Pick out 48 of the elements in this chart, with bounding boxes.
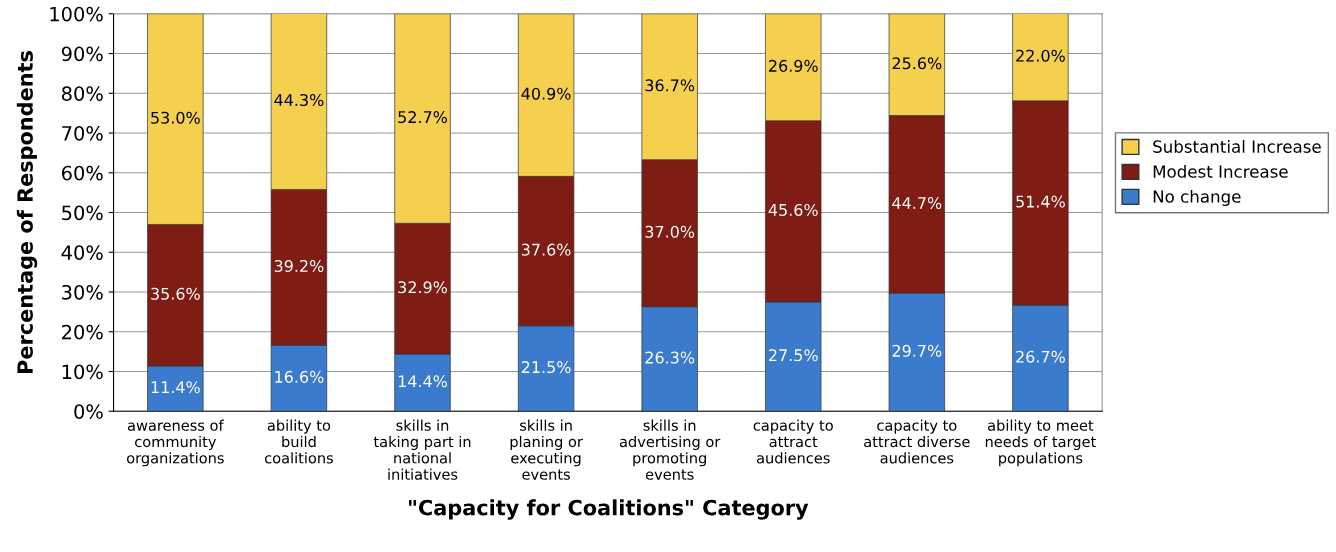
data-label: 14.4% — [398, 375, 447, 388]
x-tick-label: awareness of community organizations — [127, 419, 224, 467]
data-label: 21.5% — [521, 361, 571, 374]
data-label: 27.5% — [769, 349, 818, 362]
data-label: 37.6% — [521, 243, 571, 256]
y-tick-label: 90% — [61, 46, 103, 62]
data-label: 26.9% — [769, 59, 818, 72]
data-label: 40.9% — [521, 87, 571, 100]
legend-label: Modest Increase — [1153, 164, 1288, 178]
y-axis-title: Percentage of Respondents — [16, 51, 38, 373]
legend-label: No change — [1153, 189, 1241, 207]
data-label: 51.4% — [1016, 195, 1065, 208]
x-tick-label: ability to build coalitions — [264, 419, 333, 464]
data-label: 52.7% — [398, 111, 447, 124]
y-tick-label: 40% — [61, 245, 103, 260]
y-tick-label: 20% — [62, 324, 103, 340]
data-label: 37.0% — [645, 225, 695, 238]
data-label: 16.6% — [275, 370, 324, 383]
x-tick-label: skills in taking part in national initiatives — [373, 419, 471, 480]
data-label: 29.7% — [892, 344, 942, 357]
data-label: 45.6% — [768, 203, 818, 216]
y-tick-label: 50% — [62, 205, 103, 221]
data-label: 35.6% — [151, 287, 200, 300]
y-tick-label: 80% — [61, 86, 103, 101]
y-tick-label: 100% — [50, 6, 103, 22]
y-tick-label: 10% — [62, 364, 103, 380]
data-label: 36.7% — [645, 79, 695, 92]
y-tick-label: 60% — [61, 165, 103, 181]
y-tick-label: 70% — [62, 125, 103, 141]
legend-label: Substantial Increase — [1153, 140, 1321, 153]
data-label: 44.7% — [892, 196, 942, 210]
data-label: 32.9% — [398, 281, 447, 294]
x-tick-label: capacity to attract audiences — [753, 419, 833, 464]
data-label: 53.0% — [151, 111, 200, 124]
x-tick-label: skills in advertising or promoting events — [619, 419, 721, 480]
data-label: 11.4% — [151, 381, 200, 394]
x-axis-title: "Capacity for Coalitions" Category — [409, 499, 809, 520]
x-tick-label: ability to meet needs of target populations — [985, 419, 1096, 467]
data-label: 44.3% — [274, 93, 324, 107]
data-label: 26.7% — [1016, 350, 1065, 363]
data-label: 25.6% — [892, 57, 942, 70]
y-tick-label: 30% — [62, 284, 103, 300]
data-label: 22.0% — [1016, 49, 1065, 62]
data-label: 26.3% — [645, 351, 695, 364]
y-tick-label: 0% — [74, 404, 103, 419]
x-tick-label: skills in planing or executing events — [510, 419, 583, 480]
data-label: 39.2% — [274, 259, 324, 272]
x-tick-label: capacity to attract diverse audiences — [864, 419, 970, 464]
